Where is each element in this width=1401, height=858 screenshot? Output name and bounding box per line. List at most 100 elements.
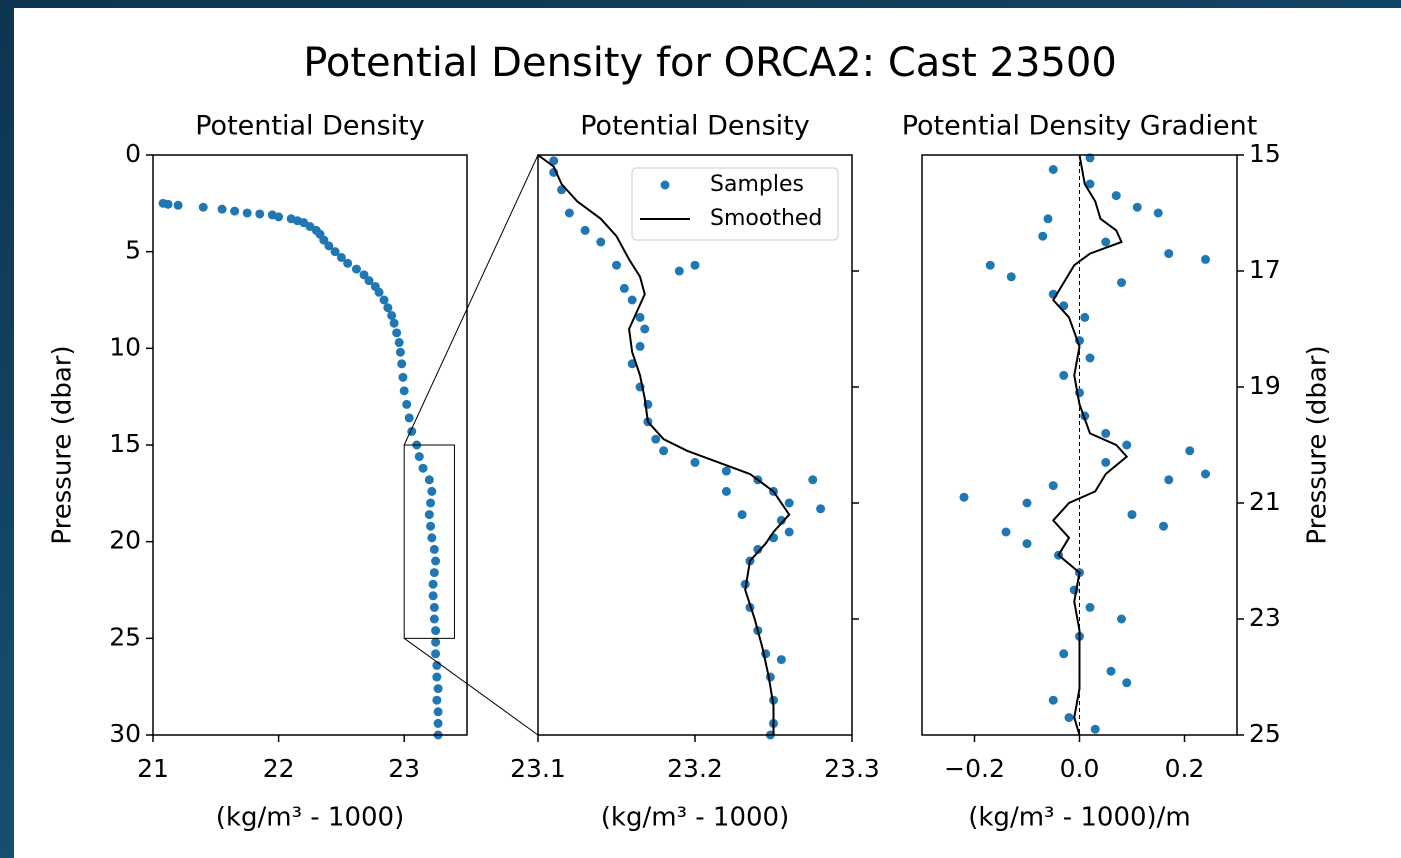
y-tick-label: 19 <box>1249 371 1281 400</box>
sample-point <box>418 463 428 473</box>
sample-point <box>429 568 439 578</box>
sample-point <box>336 252 346 262</box>
sample-point <box>627 295 637 305</box>
sample-point <box>427 533 437 543</box>
sample-point <box>383 303 393 313</box>
x-axis-label: (kg/m³ - 1000) <box>601 803 789 833</box>
sample-point <box>432 672 442 682</box>
axes-frame <box>921 154 1238 736</box>
sample-point <box>1201 469 1210 479</box>
sample-point <box>1153 208 1163 218</box>
sample-point <box>431 626 441 636</box>
x-tick-label: 0.2 <box>1165 754 1205 783</box>
legend-label: Smoothed <box>710 206 822 231</box>
subplot-title: Potential Density <box>195 111 425 142</box>
sample-point <box>343 258 353 268</box>
zoom-connector <box>403 637 539 736</box>
sample-point <box>1048 165 1058 174</box>
x-tick-label: 23.1 <box>510 754 566 783</box>
sample-point <box>1164 249 1174 259</box>
sample-point <box>274 212 284 222</box>
sample-point <box>395 347 405 357</box>
sample-point <box>1048 695 1058 705</box>
sample-point <box>399 386 409 396</box>
sample-point <box>1122 440 1132 450</box>
sample-point <box>635 312 645 322</box>
sample-point <box>414 452 424 462</box>
zoom-box <box>403 444 455 639</box>
sample-point <box>549 156 559 166</box>
sample-point <box>427 486 437 496</box>
sample-point <box>619 283 629 293</box>
sample-point <box>1059 649 1069 659</box>
sample-point <box>242 208 252 218</box>
figure-title: Potential Density for ORCA2: Cast 23500 <box>303 40 1117 86</box>
x-tick-label: −0.2 <box>944 754 1005 783</box>
sample-point <box>721 466 731 476</box>
sample-point <box>721 486 731 496</box>
sample-point <box>1159 521 1168 531</box>
sample-point <box>1164 475 1174 485</box>
sample-point <box>319 235 329 245</box>
sample-point <box>651 434 661 444</box>
sample-point <box>404 413 414 423</box>
y-tick-label: 5 <box>125 236 141 265</box>
sample-point <box>1127 510 1137 520</box>
y-tick-label: 30 <box>109 719 141 748</box>
y-axis-label: Pressure (dbar) <box>48 345 78 544</box>
y-tick-label: 10 <box>109 332 141 361</box>
sample-point <box>1085 353 1095 363</box>
sample-point <box>431 637 441 647</box>
y-tick-label: 0 <box>125 139 141 168</box>
sample-point <box>1101 457 1111 467</box>
sample-point <box>1117 278 1126 288</box>
sample-point <box>163 199 173 209</box>
sample-point <box>808 475 818 485</box>
sample-point <box>1001 527 1011 537</box>
sample-point <box>1101 237 1111 247</box>
y-tick-label: 17 <box>1249 255 1281 284</box>
sample-point <box>394 338 404 348</box>
sample-point <box>217 204 227 214</box>
sample-point <box>428 579 438 589</box>
sample-point <box>432 695 442 705</box>
sample-point <box>424 510 434 520</box>
subplot-title: Potential Density Gradient <box>902 111 1258 142</box>
sample-point <box>1122 678 1132 688</box>
sample-point <box>737 510 747 520</box>
sample-point <box>580 225 590 235</box>
figure-panel <box>14 8 1401 858</box>
sample-point <box>596 237 606 247</box>
sample-point <box>690 260 700 270</box>
sample-point <box>426 498 436 508</box>
sample-point <box>1101 428 1111 438</box>
sample-point <box>1201 254 1210 264</box>
sample-point <box>173 200 183 210</box>
sample-point <box>359 270 369 280</box>
sample-point <box>379 295 389 305</box>
sample-point <box>429 544 439 554</box>
sample-point <box>351 264 361 274</box>
sample-point <box>431 556 441 566</box>
sample-point <box>1043 214 1053 224</box>
sample-point <box>1022 539 1032 549</box>
sample-point <box>364 276 374 286</box>
legend-label: Samples <box>710 172 804 197</box>
sample-point <box>784 527 794 537</box>
sample-point <box>1106 666 1116 676</box>
sample-point <box>635 341 645 351</box>
y-axis-label: Pressure (dbar) <box>1303 345 1333 544</box>
sample-point <box>324 241 334 251</box>
sample-point <box>389 318 399 328</box>
sample-point <box>428 591 438 601</box>
sample-point <box>1038 231 1048 241</box>
y-tick-label: 25 <box>1249 719 1281 748</box>
sample-point <box>784 498 794 508</box>
sample-point <box>776 515 786 525</box>
sample-point <box>1132 202 1142 212</box>
sample-point <box>985 260 995 270</box>
x-axis-label: (kg/m³ - 1000) <box>216 803 404 833</box>
sample-point <box>392 328 402 338</box>
sample-point <box>1006 272 1016 282</box>
